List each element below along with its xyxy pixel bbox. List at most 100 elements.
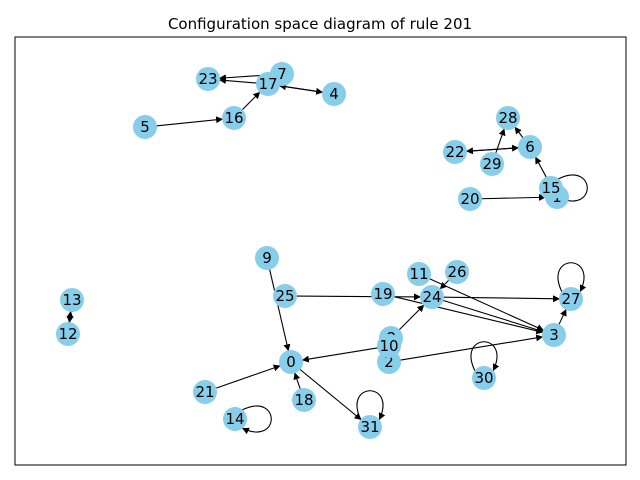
node-28: 28: [496, 106, 520, 130]
node-label: 16: [224, 109, 243, 127]
node-circle: [322, 82, 346, 106]
node-circle: [255, 246, 279, 270]
node-9: 9: [255, 246, 279, 270]
node-label: 23: [198, 70, 217, 88]
node-29: 29: [480, 152, 504, 176]
node-label: 19: [373, 285, 392, 303]
node-circle: [472, 366, 496, 390]
edge-4-to-17: [278, 83, 324, 93]
edge-25-to-24: [295, 293, 422, 301]
node-label: 9: [262, 249, 272, 267]
node-circle: [496, 106, 520, 130]
node-circle: [542, 323, 566, 347]
figure-title: Configuration space diagram of rule 201: [168, 15, 472, 33]
node-label: 6: [525, 138, 535, 156]
edge-2-to-3: [399, 334, 544, 361]
node-15: 15: [539, 176, 563, 200]
edge-19-to-3: [393, 296, 544, 335]
node-24: 24: [420, 285, 444, 309]
node-26: 26: [445, 260, 469, 284]
node-circle: [273, 284, 297, 308]
node-label: 20: [460, 190, 479, 208]
edge-24-to-27: [442, 295, 561, 303]
node-14: 14: [223, 407, 247, 431]
node-30: 30: [472, 366, 496, 390]
edge-24-to-3: [442, 299, 544, 333]
node-label: 21: [195, 383, 214, 401]
node-circle: [279, 350, 303, 374]
node-21: 21: [193, 380, 217, 404]
node-label: 3: [549, 326, 559, 344]
node-circle: [420, 285, 444, 309]
edge-13-to-12: [66, 310, 74, 324]
edge-11-to-3: [428, 278, 545, 331]
node-13: 13: [60, 288, 84, 312]
node-circle: [196, 67, 220, 91]
edge-18-to-0: [293, 372, 301, 390]
node-label: 5: [140, 118, 150, 136]
node-circle: [559, 287, 583, 311]
node-12: 12: [56, 322, 80, 346]
edge-8-to-24: [398, 304, 425, 331]
node-circle: [458, 187, 482, 211]
edge-0-to-31: [299, 368, 362, 421]
edge-26-to-24: [439, 279, 450, 290]
node-circle: [443, 140, 467, 164]
node-22: 22: [443, 140, 467, 164]
edge-20-to-1: [480, 193, 547, 201]
node-circle: [358, 415, 382, 439]
edge-layer: [66, 74, 588, 435]
node-circle: [377, 334, 401, 358]
node-5: 5: [133, 115, 157, 139]
node-18: 18: [292, 388, 316, 412]
node-4: 4: [322, 82, 346, 106]
node-label: 13: [62, 291, 81, 309]
node-27: 27: [559, 287, 583, 311]
node-circle: [292, 388, 316, 412]
node-circle: [518, 135, 542, 159]
node-3: 3: [542, 323, 566, 347]
node-circle: [60, 288, 84, 312]
node-label: 27: [561, 290, 580, 308]
node-label: 11: [409, 265, 428, 283]
node-label: 24: [422, 288, 441, 306]
edge-6-to-28: [514, 126, 524, 139]
edge-15-to-15: [557, 174, 588, 204]
node-circle: [445, 260, 469, 284]
edge-10-to-0: [301, 347, 379, 363]
node-label: 17: [258, 75, 277, 93]
edge-14-to-14: [241, 405, 272, 435]
node-label: 22: [445, 143, 464, 161]
node-label: 12: [58, 325, 77, 343]
node-circle: [407, 262, 431, 286]
edge-5-to-16: [155, 116, 224, 127]
node-circle: [371, 282, 395, 306]
node-0: 0: [279, 350, 303, 374]
node-25: 25: [273, 284, 297, 308]
node-17: 17: [256, 72, 280, 96]
node-circle: [193, 380, 217, 404]
node-label: 31: [360, 418, 379, 436]
node-layer: 0123456789101112131415161718192021222324…: [56, 62, 583, 439]
node-11: 11: [407, 262, 431, 286]
node-label: 29: [482, 155, 501, 173]
node-31: 31: [358, 415, 382, 439]
node-label: 30: [474, 369, 493, 387]
node-10: 10: [377, 334, 401, 358]
node-label: 2: [384, 353, 394, 371]
edge-9-to-0: [268, 268, 291, 352]
edge-31-to-31: [356, 390, 386, 421]
node-circle: [539, 176, 563, 200]
node-19: 19: [371, 282, 395, 306]
node-23: 23: [196, 67, 220, 91]
node-16: 16: [222, 106, 246, 130]
node-label: 18: [294, 391, 313, 409]
node-circle: [223, 407, 247, 431]
edge-30-to-30: [470, 341, 500, 372]
node-circle: [480, 152, 504, 176]
edge-3-to-27: [558, 308, 567, 326]
node-label: 7: [277, 65, 287, 83]
edge-22-to-6: [465, 144, 520, 152]
node-label: 0: [286, 353, 296, 371]
